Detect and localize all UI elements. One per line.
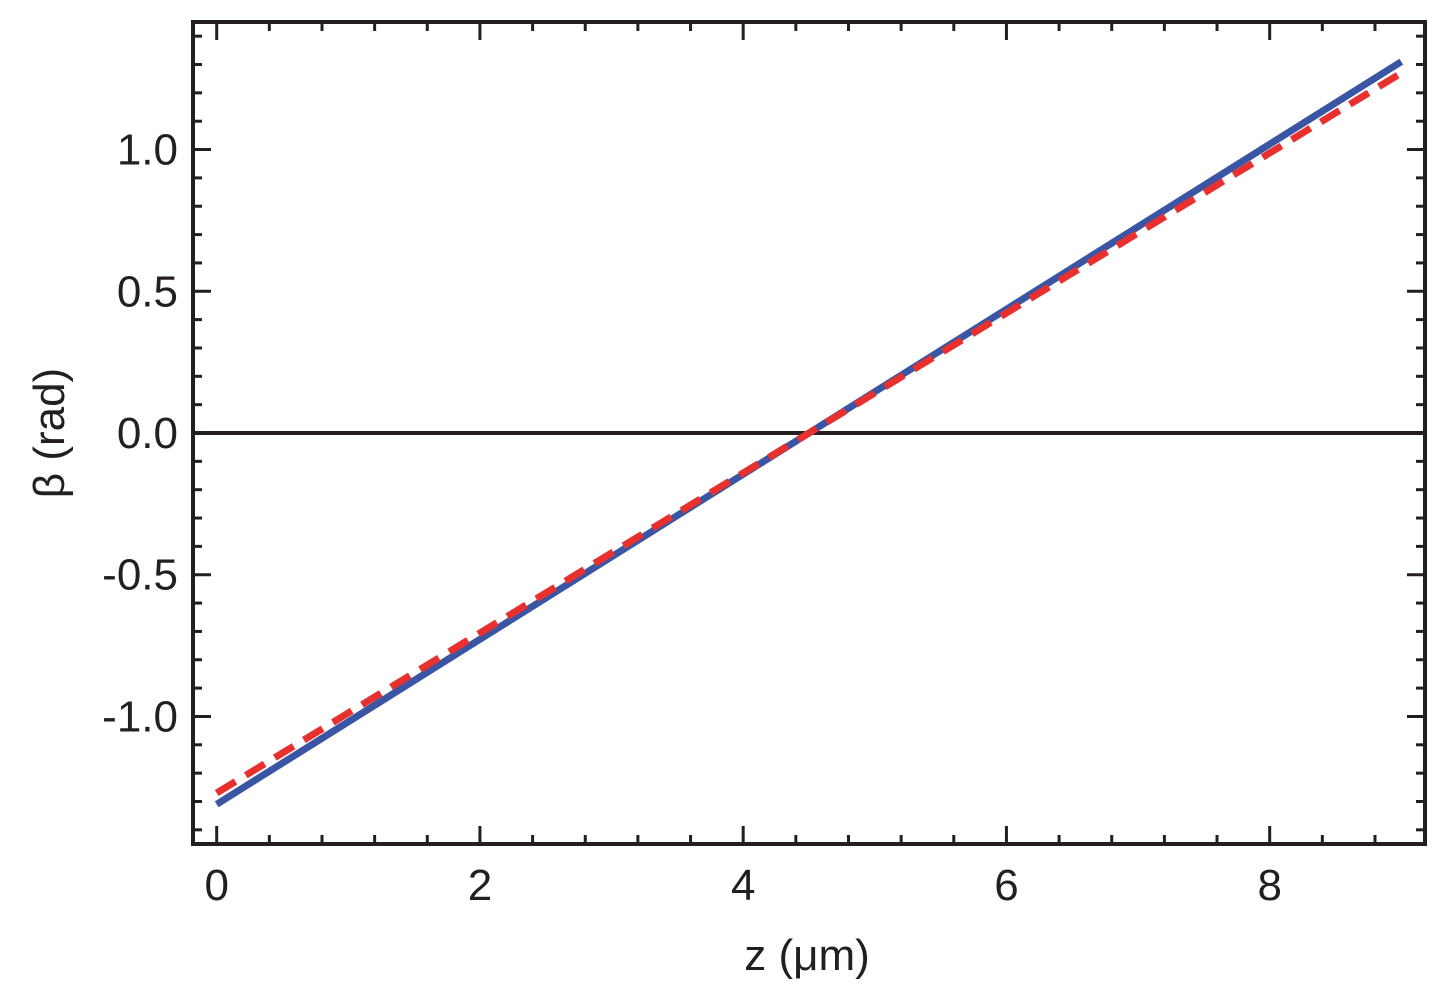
- y-axis-title: β (rad): [25, 368, 74, 498]
- y-tick-label: 0.0: [117, 409, 178, 458]
- y-tick-labels-group: -1.0 -0.5 0.0 0.5 1.0: [102, 126, 178, 742]
- x-tick-label: 0: [204, 861, 228, 910]
- ticks-group: [193, 22, 1425, 844]
- y-tick-label: -0.5: [102, 551, 178, 600]
- series-group: [214, 58, 1404, 808]
- series-line-2: [214, 70, 1404, 796]
- x-tick-label: 6: [994, 861, 1018, 910]
- y-tick-label: -1.0: [102, 692, 178, 741]
- x-tick-label: 4: [731, 861, 755, 910]
- x-tick-label: 8: [1257, 861, 1281, 910]
- y-tick-label: 1.0: [117, 126, 178, 175]
- x-axis-title: z (μm): [744, 931, 870, 980]
- x-tick-labels-group: 0 2 4 6 8: [204, 861, 1281, 910]
- x-tick-label: 2: [468, 861, 492, 910]
- y-tick-label: 0.5: [117, 267, 178, 316]
